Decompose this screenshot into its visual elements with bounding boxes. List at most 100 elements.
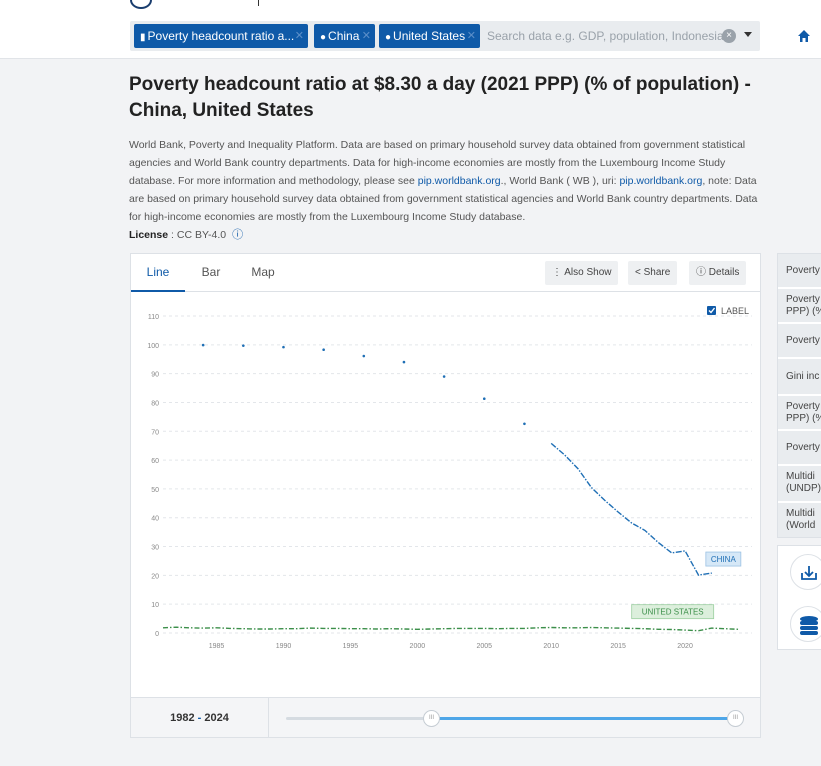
x-tick-label: 2000 <box>410 643 426 650</box>
chart-tabs: Line Bar Map ⋮ Also Show < Share ⓘ Detai… <box>131 254 760 292</box>
also-show-label: Also Show <box>564 267 612 278</box>
side-tools <box>777 545 821 650</box>
x-tick-label: 1990 <box>276 643 292 650</box>
related-indicator-item[interactable]: Poverty PPP) (% <box>778 289 821 323</box>
world-bank-logo-icon[interactable] <box>130 0 152 9</box>
share-label: Share <box>643 267 671 278</box>
related-indicator-item[interactable]: Poverty PPP) (% <box>778 396 821 430</box>
info-icon: ⓘ <box>696 267 709 278</box>
y-tick-label: 80 <box>151 400 159 407</box>
x-tick-label: 2020 <box>677 643 693 650</box>
related-indicator-item[interactable]: Poverty <box>778 431 821 465</box>
china-data-point <box>201 343 205 347</box>
share-button[interactable]: < Share <box>628 261 678 285</box>
chevron-down-icon[interactable] <box>744 32 752 37</box>
y-tick-label: 30 <box>151 545 159 552</box>
china-data-point <box>482 397 486 401</box>
slider-start-handle[interactable]: III <box>423 710 440 727</box>
china-data-point <box>523 422 526 426</box>
description-text: World Bank, Poverty and Inequality Platf… <box>129 139 746 187</box>
year-range-footer: 1982 - 2024 III III <box>131 697 760 738</box>
x-tick-label: 1995 <box>343 643 359 650</box>
related-indicator-item[interactable]: Multidi (UNDP) <box>778 466 821 502</box>
y-tick-label: 10 <box>151 602 159 609</box>
y-tick-label: 110 <box>148 314 159 321</box>
related-indicator-item[interactable]: Gini inc <box>778 359 821 395</box>
logo-divider <box>258 0 259 6</box>
pip-uri-link[interactable]: pip.worldbank.org <box>619 175 703 187</box>
country-chip-label: United States <box>393 29 466 43</box>
x-tick-label: 2010 <box>543 643 559 650</box>
x-tick-label: 2005 <box>476 643 492 650</box>
y-tick-label: 50 <box>151 487 159 494</box>
details-button[interactable]: ⓘ Details <box>689 261 747 285</box>
slider-end-handle[interactable]: III <box>727 710 744 727</box>
china-data-point <box>442 375 446 378</box>
china-data-point <box>282 345 285 349</box>
country-chip-china[interactable]: ● China ✕ <box>314 24 375 48</box>
details-label: Details <box>708 267 740 278</box>
y-tick-label: 60 <box>151 458 159 465</box>
check-icon <box>708 307 716 314</box>
remove-chip-icon[interactable]: ✕ <box>361 30 371 42</box>
also-show-button[interactable]: ⋮ Also Show <box>545 261 619 285</box>
country-chip-united-states[interactable]: ● United States ✕ <box>379 24 480 48</box>
year-separator: - <box>197 712 202 724</box>
source-description: World Bank, Poverty and Inequality Platf… <box>129 136 769 226</box>
indicator-chip-label: Poverty headcount ratio a... <box>147 29 295 43</box>
y-tick-label: 90 <box>151 372 159 379</box>
related-indicator-item[interactable]: Poverty <box>778 254 821 288</box>
remove-chip-icon[interactable]: ✕ <box>294 30 304 42</box>
united-states-series-label-box <box>631 604 715 620</box>
label-toggle[interactable]: LABEL <box>707 306 749 316</box>
year-range-display: 1982 - 2024 <box>131 698 269 738</box>
description-text: , note: Data are based on primary househ… <box>129 175 758 223</box>
remove-chip-icon[interactable]: ✕ <box>466 30 476 42</box>
related-indicator-item[interactable]: Poverty <box>778 324 821 358</box>
databank-button[interactable] <box>790 606 821 642</box>
description-text: ., World Bank ( WB ), uri: <box>500 175 620 187</box>
download-icon <box>801 566 817 580</box>
license-label: License <box>129 229 169 241</box>
year-range-slider[interactable] <box>286 717 736 720</box>
chart-panel: Line Bar Map ⋮ Also Show < Share ⓘ Detai… <box>130 253 761 738</box>
pip-link[interactable]: pip.worldbank.org <box>417 175 501 187</box>
tab-line[interactable]: Line <box>131 254 185 292</box>
china-data-point <box>322 348 325 352</box>
line-chart: 0 10 20 30 40 50 60 70 80 90 100 110 1985 1990 1995 200… <box>147 306 752 650</box>
info-icon[interactable]: ⓘ <box>232 229 244 241</box>
y-tick-label: 100 <box>147 343 159 350</box>
indicator-chip[interactable]: ▮ Poverty headcount ratio a... ✕ <box>134 24 308 48</box>
home-icon[interactable] <box>797 29 811 43</box>
search-bar[interactable]: ▮ Poverty headcount ratio a... ✕ ● China ✕… <box>130 21 760 51</box>
download-button[interactable] <box>790 554 821 590</box>
china-series-label-box <box>705 551 742 567</box>
label-toggle-text: LABEL <box>721 306 749 316</box>
top-bar: ▮ Poverty headcount ratio a... ✕ ● China ✕… <box>0 0 821 59</box>
x-tick-label: 2015 <box>610 643 626 650</box>
database-icon <box>800 616 818 635</box>
tab-map[interactable]: Map <box>251 265 275 279</box>
tab-bar[interactable]: Bar <box>201 265 221 279</box>
china-series-label: CHINA <box>711 555 737 564</box>
search-input[interactable]: Search data e.g. GDP, population, Indone… <box>487 29 724 43</box>
china-series-line <box>550 442 712 576</box>
y-tick-label: 70 <box>151 429 159 436</box>
y-tick-label: 20 <box>151 573 159 580</box>
related-indicator-item[interactable]: Multidi (World <box>778 503 821 537</box>
label-checkbox[interactable] <box>707 306 716 315</box>
related-indicators-list: Poverty Poverty PPP) (% Poverty Gini inc… <box>777 253 821 538</box>
license-line: License : CC BY-4.0 ⓘ <box>129 226 243 244</box>
china-data-point <box>362 354 366 358</box>
map-pin-icon: ● <box>385 32 392 43</box>
clear-search-icon[interactable]: × <box>722 29 736 43</box>
share-icon: < <box>635 267 644 278</box>
license-value: : CC BY-4.0 <box>168 229 227 241</box>
china-data-point <box>402 360 406 364</box>
year-start: 1982 <box>170 712 195 724</box>
united-states-series-line <box>162 626 739 632</box>
country-chip-label: China <box>328 29 360 43</box>
y-tick-label: 40 <box>151 516 159 523</box>
china-data-point <box>242 344 245 347</box>
map-pin-icon: ● <box>320 32 327 43</box>
